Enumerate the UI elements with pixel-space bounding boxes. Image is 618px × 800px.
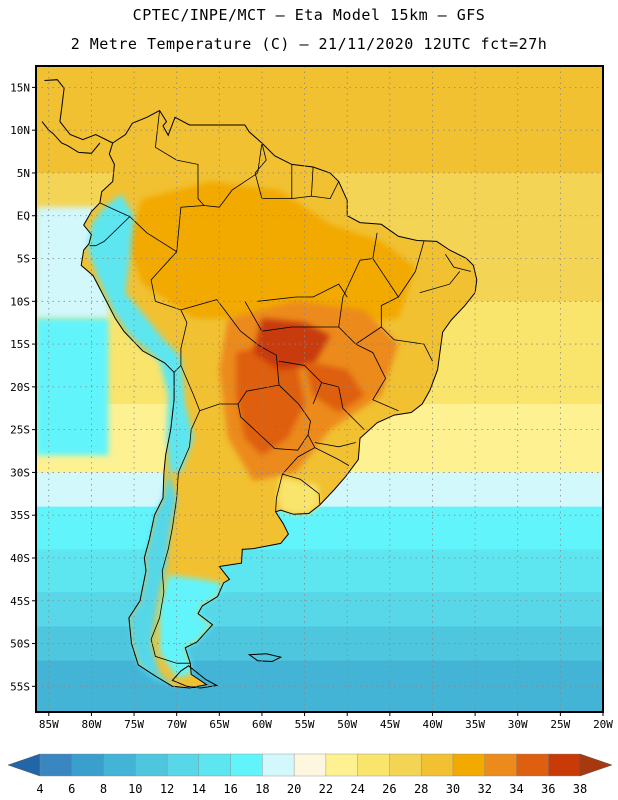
colorbar-label: 20: [287, 782, 301, 796]
lat-tick-label: 40S: [10, 552, 30, 565]
colorbar-swatch: [262, 753, 295, 777]
colorbar-label: 24: [350, 782, 364, 796]
lon-tick-label: 20W: [593, 718, 613, 731]
colorbar-swatch: [452, 753, 486, 777]
lon-tick-label: 70W: [167, 718, 187, 731]
lon-tick-label: 50W: [337, 718, 357, 731]
colorbar-label: 22: [319, 782, 333, 796]
colorbar-label: 38: [573, 782, 587, 796]
lon-tick-label: 85W: [39, 718, 59, 731]
colorbar-swatch: [548, 753, 581, 777]
colorbar-label: 6: [68, 782, 75, 796]
lat-tick-label: 10N: [10, 124, 30, 137]
lon-tick-label: 40W: [423, 718, 443, 731]
colorbar-label: 28: [414, 782, 428, 796]
colorbar-label: 30: [446, 782, 460, 796]
colorbar-swatch: [516, 753, 549, 777]
chaco-hotspot: [236, 344, 305, 456]
colorbar-label: 36: [541, 782, 555, 796]
colorbar-swatch: [103, 753, 136, 777]
colorbar-label: 12: [160, 782, 174, 796]
lat-tick-label: 5N: [17, 167, 30, 180]
lon-tick-label: 45W: [380, 718, 400, 731]
colorbar-swatch: [230, 753, 263, 777]
lat-tick-label: 15S: [10, 338, 30, 351]
colorbar-swatch: [39, 753, 73, 777]
lat-tick-label: 50S: [10, 638, 30, 651]
colorbar-swatch: [293, 753, 327, 777]
colorbar-label: 14: [192, 782, 206, 796]
graticule: [36, 66, 603, 712]
lat-tick-label: 55S: [10, 680, 30, 693]
ocean-band-7: [36, 549, 603, 594]
colorbar-label: 26: [382, 782, 396, 796]
mato-grosso-hotspot: [253, 318, 331, 370]
andes-north-cool-strip: [88, 194, 194, 473]
colorbar-swatch: [357, 753, 390, 777]
lat-tick-label: EQ: [17, 210, 30, 223]
colorbar-swatch: [166, 753, 200, 777]
coastline: [41, 79, 478, 689]
colorbar-swatch: [71, 753, 105, 777]
lat-tick-label: 25S: [10, 424, 30, 437]
lon-tick-label: 75W: [124, 718, 144, 731]
colorbar-label: 4: [36, 782, 43, 796]
colorbar-swatch: [325, 753, 359, 777]
lat-tick-label: 5S: [17, 253, 30, 266]
map-frame: [35, 65, 604, 713]
colorbar-swatch: [484, 753, 517, 777]
lat-tick-label: 45S: [10, 595, 30, 608]
lon-tick-label: 25W: [550, 718, 570, 731]
colorbar-label: 8: [100, 782, 107, 796]
map-title: CPTEC/INPE/MCT – Eta Model 15km – GFS: [132, 6, 486, 24]
lon-tick-label: 80W: [81, 718, 101, 731]
ocean-band-6: [36, 506, 603, 551]
country-borders: [89, 110, 471, 664]
lat-tick-label: 20S: [10, 381, 30, 394]
temperature-colorbar: 4 6 8 10 12 14 16 18 20 22 24 26 28 30 32 34 36 38: [7, 753, 613, 796]
colorbar-label: 34: [509, 782, 523, 796]
colorbar-low-arrow: [7, 753, 41, 777]
lat-tick-label: 35S: [10, 509, 30, 522]
colorbar-label: 16: [223, 782, 237, 796]
colorbar-high-arrow: [579, 753, 613, 777]
colorbar-swatch: [420, 753, 454, 777]
colorbar-label: 18: [255, 782, 269, 796]
lat-tick-label: 30S: [10, 466, 30, 479]
lon-tick-label: 30W: [508, 718, 528, 731]
andes-south-cool-strip: [128, 472, 177, 687]
lon-tick-label: 65W: [209, 718, 229, 731]
colorbar-label: 32: [477, 782, 491, 796]
colorbar-swatch: [198, 753, 232, 777]
lon-tick-label: 55W: [295, 718, 315, 731]
colorbar-swatch: [389, 753, 422, 777]
lon-tick-label: 60W: [252, 718, 272, 731]
latitude-axis: 15N 10N 5N EQ 5S 10S 15S 20S 25S 30S 35S 40S 45S 50S 5…: [10, 81, 36, 693]
colorbar-label: 10: [128, 782, 142, 796]
longitude-axis: 85W 80W 75W 70W 65W 60W 55W 50W 45W 40W 35W 30W 25W 2…: [39, 712, 613, 731]
lon-tick-label: 35W: [465, 718, 485, 731]
lat-tick-label: 15N: [10, 81, 30, 94]
colorbar-swatch: [135, 753, 168, 777]
lat-tick-label: 10S: [10, 295, 30, 308]
map-subtitle: 2 Metre Temperature (C) – 21/11/2020 12U…: [70, 35, 548, 53]
